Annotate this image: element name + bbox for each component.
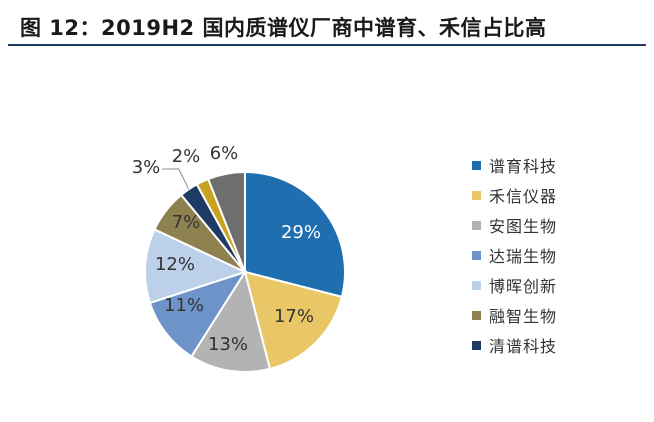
pie-slice-1 xyxy=(244,170,347,299)
legend-item: 禾信仪器 xyxy=(472,180,557,210)
legend-label: 禾信仪器 xyxy=(489,187,558,206)
data-label-6: 7% xyxy=(172,212,201,233)
data-label-8: 2% xyxy=(172,146,201,167)
pie-slice-5 xyxy=(144,228,248,305)
pie-slice-2 xyxy=(243,270,344,371)
legend-label: 安图生物 xyxy=(489,217,558,236)
leader-line xyxy=(162,168,190,190)
data-label-1: 29% xyxy=(281,222,321,243)
legend-label: 融智生物 xyxy=(489,307,558,326)
data-label-3: 13% xyxy=(208,334,248,355)
legend-item: 达瑞生物 xyxy=(472,240,557,270)
legend-label: 清谱科技 xyxy=(489,337,558,356)
pie-slice-3 xyxy=(190,269,272,373)
chart-title: 图 12：2019H2 国内质谱仪厂商中谱育、禾信占比高 xyxy=(20,16,547,40)
legend-item: 清谱科技 xyxy=(472,330,557,360)
legend-swatch xyxy=(472,220,481,230)
data-label-7: 3% xyxy=(132,157,161,178)
legend-swatch xyxy=(472,160,481,170)
legend-item: 融智生物 xyxy=(472,300,557,330)
legend-swatch xyxy=(472,250,481,260)
chart-legend: 谱育科技禾信仪器安图生物达瑞生物博晖创新融智生物清谱科技 xyxy=(472,150,557,360)
data-label-2: 17% xyxy=(274,306,314,327)
pie-slice-4 xyxy=(148,270,248,358)
legend-label: 博晖创新 xyxy=(489,277,558,296)
data-label-4: 11% xyxy=(164,295,204,316)
legend-swatch xyxy=(472,310,481,320)
legend-item: 谱育科技 xyxy=(472,150,557,180)
legend-item: 安图生物 xyxy=(472,210,557,240)
legend-label: 谱育科技 xyxy=(489,157,558,176)
title-divider xyxy=(8,44,646,46)
legend-label: 达瑞生物 xyxy=(489,247,558,266)
data-label-5: 12% xyxy=(155,254,195,275)
legend-swatch xyxy=(472,280,481,290)
legend-swatch xyxy=(472,340,481,350)
legend-swatch xyxy=(472,190,481,200)
pie-slice-9 xyxy=(206,170,246,273)
figure-header: 图 12：2019H2 国内质谱仪厂商中谱育、禾信占比高 xyxy=(6,4,646,42)
data-label-9: 6% xyxy=(210,143,239,164)
legend-item: 博晖创新 xyxy=(472,270,557,300)
